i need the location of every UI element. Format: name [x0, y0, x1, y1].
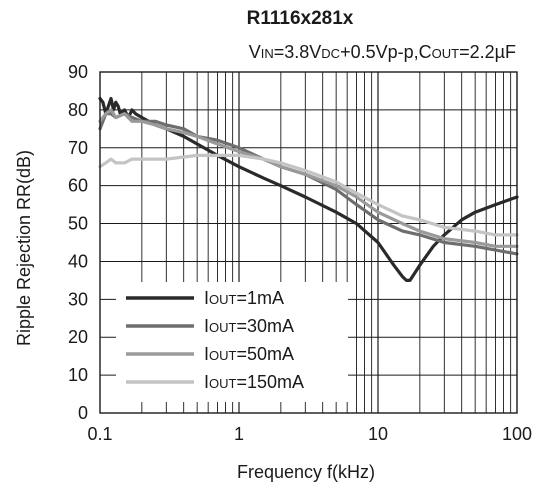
x-axis-label: Frequency f(kHz)	[237, 462, 375, 482]
chart-title: R1116x281x	[247, 8, 354, 29]
y-tick-label: 50	[68, 214, 88, 234]
y-axis-label: Ripple Rejection RR(dB)	[14, 150, 34, 346]
y-tick-label: 0	[78, 403, 88, 423]
x-tick-label: 0.1	[87, 424, 112, 444]
y-tick-label: 80	[68, 100, 88, 120]
y-tick-label: 20	[68, 327, 88, 347]
x-tick-label: 10	[368, 424, 388, 444]
y-tick-label: 70	[68, 138, 88, 158]
y-tick-label: 10	[68, 365, 88, 385]
x-tick-label: 1	[234, 424, 244, 444]
x-tick-label: 100	[502, 424, 532, 444]
y-tick-label: 30	[68, 289, 88, 309]
y-tick-label: 60	[68, 176, 88, 196]
chart-subtitle: VIN=3.8VDC+0.5Vp-p,COUT=2.2µF	[249, 42, 516, 62]
y-tick-label: 40	[68, 251, 88, 271]
y-tick-label: 90	[68, 62, 88, 82]
